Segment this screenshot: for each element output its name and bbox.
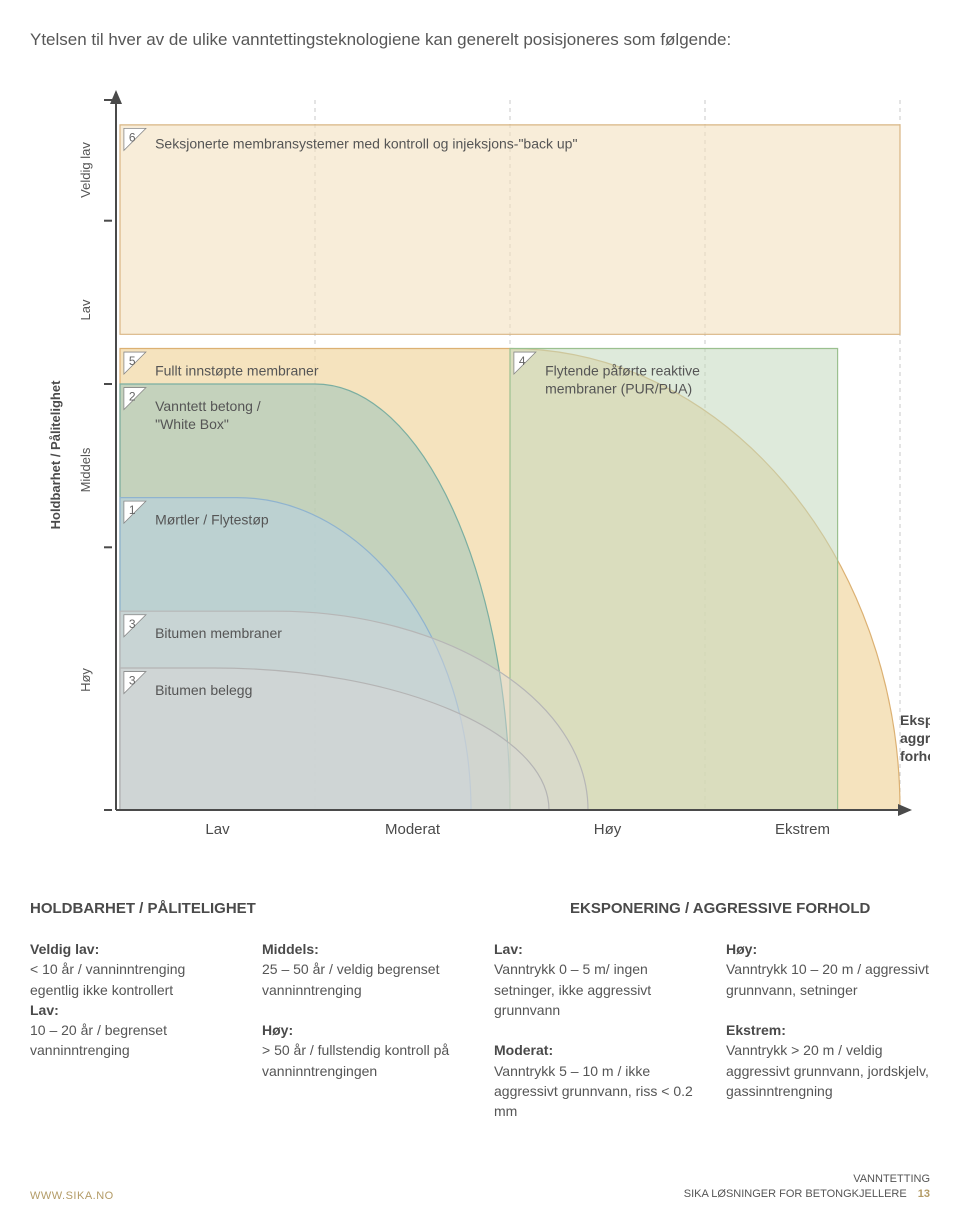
- svg-text:4: 4: [519, 354, 526, 368]
- page-footer: WWW.SIKA.NO VANNTETTING SIKA LØSNINGER F…: [30, 1172, 930, 1203]
- svg-text:Moderat: Moderat: [385, 821, 441, 838]
- svg-text:Høy: Høy: [78, 668, 93, 692]
- svg-text:Lav: Lav: [205, 821, 230, 838]
- svg-text:Fullt innstøpte membraner: Fullt innstøpte membraner: [155, 362, 319, 378]
- legend-area: HOLDBARHET / PÅLITELIGHET EKSPONERING / …: [30, 900, 930, 1122]
- svg-text:Vanntett betong /: Vanntett betong /: [155, 398, 261, 414]
- svg-text:"White Box": "White Box": [155, 416, 229, 432]
- svg-text:Ekstrem: Ekstrem: [775, 821, 830, 838]
- svg-text:Lav: Lav: [78, 299, 93, 320]
- svg-text:Bitumen belegg: Bitumen belegg: [155, 682, 252, 698]
- legend-col-1: Veldig lav: < 10 år / vanninntrenging eg…: [30, 939, 234, 1122]
- svg-text:1: 1: [129, 503, 136, 517]
- svg-text:membraner (PUR/PUA): membraner (PUR/PUA): [545, 380, 692, 396]
- svg-text:5: 5: [129, 354, 136, 368]
- footer-url: WWW.SIKA.NO: [30, 1190, 114, 1202]
- svg-text:Høy: Høy: [594, 821, 622, 838]
- performance-chart: 6 Seksjonerte membransystemer med kontrol…: [30, 70, 930, 870]
- svg-text:3: 3: [129, 674, 136, 688]
- svg-text:Mørtler / Flytestøp: Mørtler / Flytestøp: [155, 512, 269, 528]
- svg-text:Holdbarhet / Pålitelighet: Holdbarhet / Pålitelighet: [48, 380, 63, 529]
- svg-text:Middels: Middels: [78, 447, 93, 492]
- legend-title-left: HOLDBARHET / PÅLITELIGHET: [30, 900, 430, 917]
- svg-text:3: 3: [129, 617, 136, 631]
- legend-col-3: Lav: Vanntrykk 0 – 5 m/ ingen setninger,…: [494, 939, 698, 1122]
- svg-text:6: 6: [129, 130, 136, 144]
- chart-svg: 6 Seksjonerte membransystemer med kontrol…: [30, 70, 930, 870]
- svg-text:aggresive: aggresive: [900, 730, 930, 746]
- legend-col-4: Høy: Vanntrykk 10 – 20 m / aggressivt gr…: [726, 939, 930, 1122]
- legend-title-right: EKSPONERING / AGGRESSIVE FORHOLD: [570, 900, 870, 917]
- svg-text:Seksjonerte membransystemer me: Seksjonerte membransystemer med kontroll…: [155, 135, 577, 151]
- footer-right: VANNTETTING SIKA LØSNINGER FOR BETONGKJE…: [684, 1172, 930, 1203]
- svg-text:Veldig lav: Veldig lav: [78, 142, 93, 198]
- page-intro: Ytelsen til hver av de ulike vanntetting…: [30, 30, 930, 50]
- svg-text:Bitumen membraner: Bitumen membraner: [155, 625, 282, 641]
- svg-text:Flytende påførte reaktive: Flytende påførte reaktive: [545, 362, 700, 378]
- svg-text:forhold: forhold: [900, 748, 930, 764]
- svg-text:Eksponering/: Eksponering/: [900, 712, 930, 728]
- legend-col-2: Middels: 25 – 50 år / veldig begrenset v…: [262, 939, 466, 1122]
- svg-text:2: 2: [129, 390, 136, 404]
